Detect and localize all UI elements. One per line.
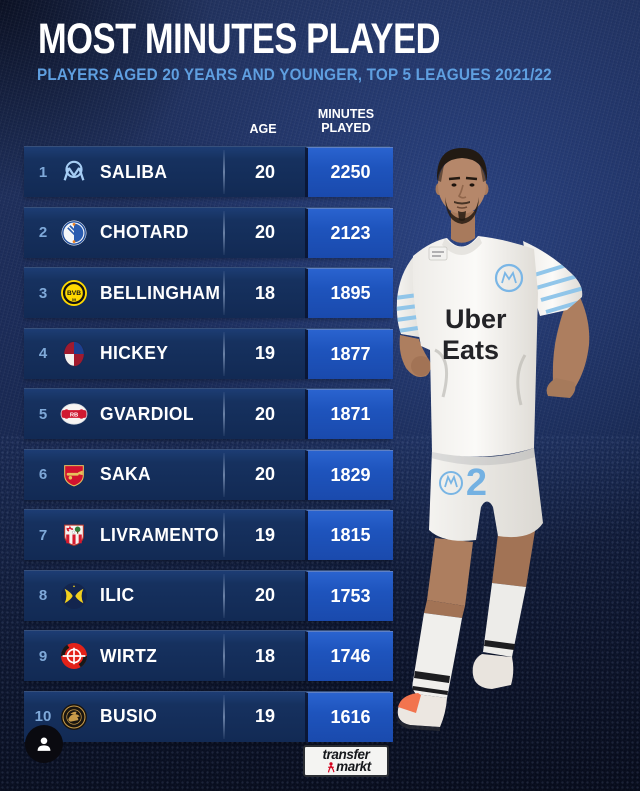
player-name: SALIBA [100,161,168,182]
profile-avatar [25,725,63,763]
svg-text:09: 09 [72,298,76,302]
player-name: LIVRAMENTO [100,524,219,545]
player-name: WIRTZ [100,645,158,666]
dortmund-crest-icon: BVB 09 [60,279,88,307]
table-row: 4 HICKEY 19 1877 [24,327,393,379]
age-value: 18 [254,645,276,666]
table-row: 10 BUSIO 19 1616 [24,690,393,742]
player-name: ILIC [100,585,135,605]
rank-number: 9 [38,647,48,665]
table-row: 3 BVB 09 BELLINGHAM 18 1895 [24,267,393,318]
brand-line2: markt [336,759,371,774]
transfermarkt-logo: transfer markt [303,745,389,777]
verona-crest-icon [60,582,88,610]
rank-number: 8 [38,587,48,604]
age-value: 20 [254,464,276,484]
leipzig-crest-icon: RB [60,400,88,428]
table-row: 6 SAKA 20 1829 [24,448,393,500]
player-name: CHOTARD [100,222,189,242]
minutes-value: 1616 [305,691,393,742]
rank-number: 10 [34,708,52,725]
bologna-crest-icon [60,340,88,368]
age-value: 19 [254,706,276,726]
svg-text:RB: RB [70,412,78,418]
leverkusen-crest-icon [60,642,88,670]
player-name: SAKA [100,464,152,484]
table-row: 9 WIRTZ 18 1746 [24,630,393,681]
minutes-value: 1829 [305,449,393,500]
minutes-value: 1871 [305,389,393,439]
montpellier-crest-icon [60,219,88,247]
age-value: 20 [254,403,276,424]
venezia-crest-icon [60,703,88,731]
column-header-age: AGE [249,122,277,136]
rank-number: 4 [38,345,48,362]
age-value: 20 [254,161,276,182]
minutes-value: 1746 [305,631,393,681]
age-value: 20 [254,222,276,242]
southampton-crest-icon [60,521,88,549]
person-icon [37,737,51,751]
table-row: 8 ILIC 20 1753 [24,569,393,621]
player-name: BUSIO [100,706,158,726]
player-name: GVARDIOL [100,403,194,424]
svg-text:BVB: BVB [67,290,81,297]
minutes-value: 2250 [305,147,393,197]
minutes-value: 1815 [305,510,393,560]
marseille-crest-icon [60,158,88,186]
player-name: BELLINGHAM [100,282,221,303]
age-value: 19 [254,343,276,363]
minutes-value: 1877 [305,328,393,379]
column-header-minutes: MINUTES PLAYED [317,107,375,135]
player-name: HICKEY [100,343,169,363]
table-row: 5 RB GVARDIOL 20 1871 [24,388,393,439]
age-value: 19 [254,524,276,545]
table-row: 1 SALIBA 20 2250 [24,146,393,197]
age-value: 18 [254,282,276,303]
minutes-value: 2123 [305,207,393,258]
rank-number: 7 [38,526,48,544]
rank-number: 3 [38,284,48,302]
rank-number: 5 [38,405,48,423]
table-row: 7 LIVRAMENTO 19 1815 [24,509,393,560]
arsenal-crest-icon [60,461,88,489]
table-row: 2 CHOTARD 20 2123 [24,206,393,258]
page-subtitle: PLAYERS AGED 20 YEARS AND YOUNGER, TOP 5… [37,65,552,84]
ranking-table: 1 SALIBA 20 2250 2 CHOTARD 20 2123 3 BVB… [24,146,393,751]
age-value: 20 [254,585,276,605]
rank-number: 2 [38,224,48,241]
transfermarkt-figure-icon [327,761,335,773]
page-title: MOST MINUTES PLAYED [38,15,441,63]
rank-number: 1 [38,163,48,181]
minutes-value: 1895 [305,268,393,318]
minutes-value: 1753 [305,570,393,621]
rank-number: 6 [38,466,48,483]
